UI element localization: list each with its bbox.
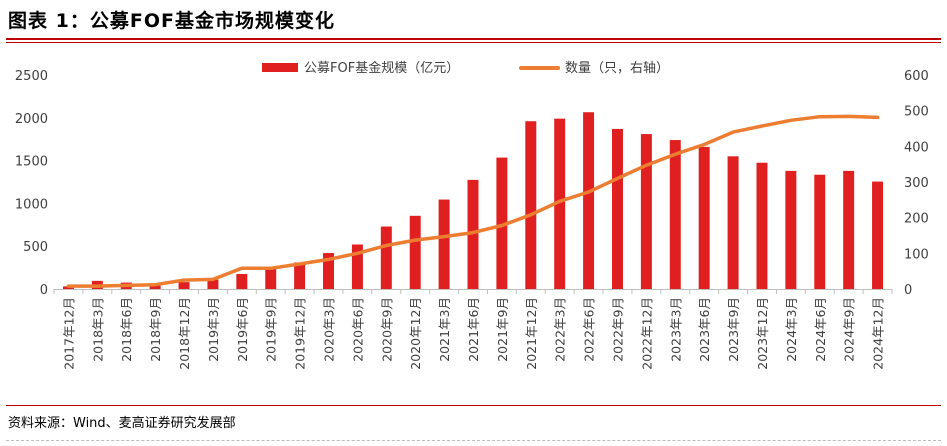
bar-fof-scale [872, 181, 884, 289]
legend-line-label: 数量（只，右轴） [565, 61, 669, 76]
bar-fof-scale [814, 174, 826, 289]
bar-fof-scale [727, 156, 739, 289]
bar-fof-scale [669, 140, 681, 289]
x-tick-label: 2024年9月 [842, 297, 857, 362]
x-tick-label: 2023年12月 [755, 297, 770, 370]
x-tick-label: 2019年9月 [264, 297, 279, 362]
legend-bar-swatch [262, 63, 298, 72]
y-right-tick-label: 300 [904, 176, 929, 191]
x-tick-label: 2019年12月 [293, 297, 308, 370]
x-tick-label: 2018年9月 [148, 297, 163, 362]
bar-fof-scale [323, 253, 335, 289]
x-tick-label: 2020年6月 [350, 297, 365, 362]
x-tick-label: 2021年6月 [466, 297, 481, 362]
x-tick-label: 2022年12月 [639, 297, 654, 370]
page-divider [6, 440, 941, 441]
x-tick-label: 2018年12月 [177, 297, 192, 370]
y-right-tick-label: 0 [904, 283, 912, 298]
bar-fof-scale [467, 179, 479, 289]
x-tick-label: 2021年9月 [495, 297, 510, 362]
x-tick-label: 2023年6月 [697, 297, 712, 362]
bar-fof-scale [640, 134, 652, 289]
x-tick-label: 2020年12月 [408, 297, 423, 370]
bar-fof-scale [265, 267, 277, 289]
bar-fof-scale [178, 282, 190, 289]
x-tick-label: 2020年9月 [379, 297, 394, 362]
bar-fof-scale [525, 121, 537, 289]
y-left-tick-label: 1000 [15, 197, 48, 212]
title-rule-thin [6, 42, 941, 43]
x-tick-label: 2024年6月 [813, 297, 828, 362]
bar-fof-scale [496, 157, 508, 289]
source-rule [6, 405, 941, 406]
y-left-tick-label: 0 [40, 283, 48, 298]
bar-fof-scale [438, 199, 450, 289]
x-tick-label: 2020年3月 [322, 297, 337, 362]
bar-fof-scale [583, 112, 595, 290]
bar-fof-scale [380, 226, 392, 289]
x-tick-label: 2024年3月 [784, 297, 799, 362]
x-tick-label: 2024年12月 [871, 297, 886, 370]
source-note: 资料来源：Wind、麦高证券研究发展部 [8, 416, 236, 431]
bar-fof-scale [149, 284, 161, 289]
bar-fof-scale [554, 118, 566, 289]
bar-fof-scale [698, 146, 710, 289]
bar-fof-scale [611, 128, 623, 289]
x-tick-label: 2022年9月 [610, 297, 625, 362]
y-right-tick-label: 400 [904, 140, 929, 155]
bar-fof-scale [294, 262, 306, 289]
y-right-tick-label: 100 [904, 247, 929, 262]
bar-fof-scale [351, 244, 363, 289]
x-tick-label: 2023年3月 [668, 297, 683, 362]
bar-fof-scale [756, 162, 768, 289]
x-tick-label: 2023年9月 [726, 297, 741, 362]
legend-bar-label: 公募FOF基金规模（亿元） [304, 60, 459, 76]
line-fund-count [66, 114, 880, 288]
bar-fof-scale [843, 170, 855, 289]
x-tick-label: 2021年3月 [437, 297, 452, 362]
bar-fof-scale [785, 170, 797, 289]
y-right-tick-label: 600 [904, 69, 929, 84]
y-left-tick-label: 2500 [15, 69, 48, 84]
y-left-tick-label: 500 [23, 240, 48, 255]
y-left-tick-label: 1500 [15, 155, 48, 170]
x-tick-label: 2022年3月 [553, 297, 568, 362]
bar-fof-scale [409, 215, 421, 289]
bar-fof-scale [236, 274, 248, 289]
x-tick-label: 2019年6月 [235, 297, 250, 362]
x-tick-label: 2022年6月 [582, 297, 597, 362]
x-tick-label: 2018年3月 [90, 297, 105, 362]
y-left-tick-label: 2000 [15, 112, 48, 127]
x-tick-label: 2017年12月 [61, 297, 76, 370]
y-right-tick-label: 500 [904, 105, 929, 120]
x-tick-label: 2018年6月 [119, 297, 134, 362]
y-right-tick-label: 200 [904, 212, 929, 227]
x-tick-label: 2021年12月 [524, 297, 539, 370]
bar-fof-scale [207, 279, 219, 289]
x-tick-label: 2019年3月 [206, 297, 221, 362]
figure-title: 图表 1：公募FOF基金市场规模变化 [8, 10, 335, 32]
title-rule [6, 38, 941, 40]
